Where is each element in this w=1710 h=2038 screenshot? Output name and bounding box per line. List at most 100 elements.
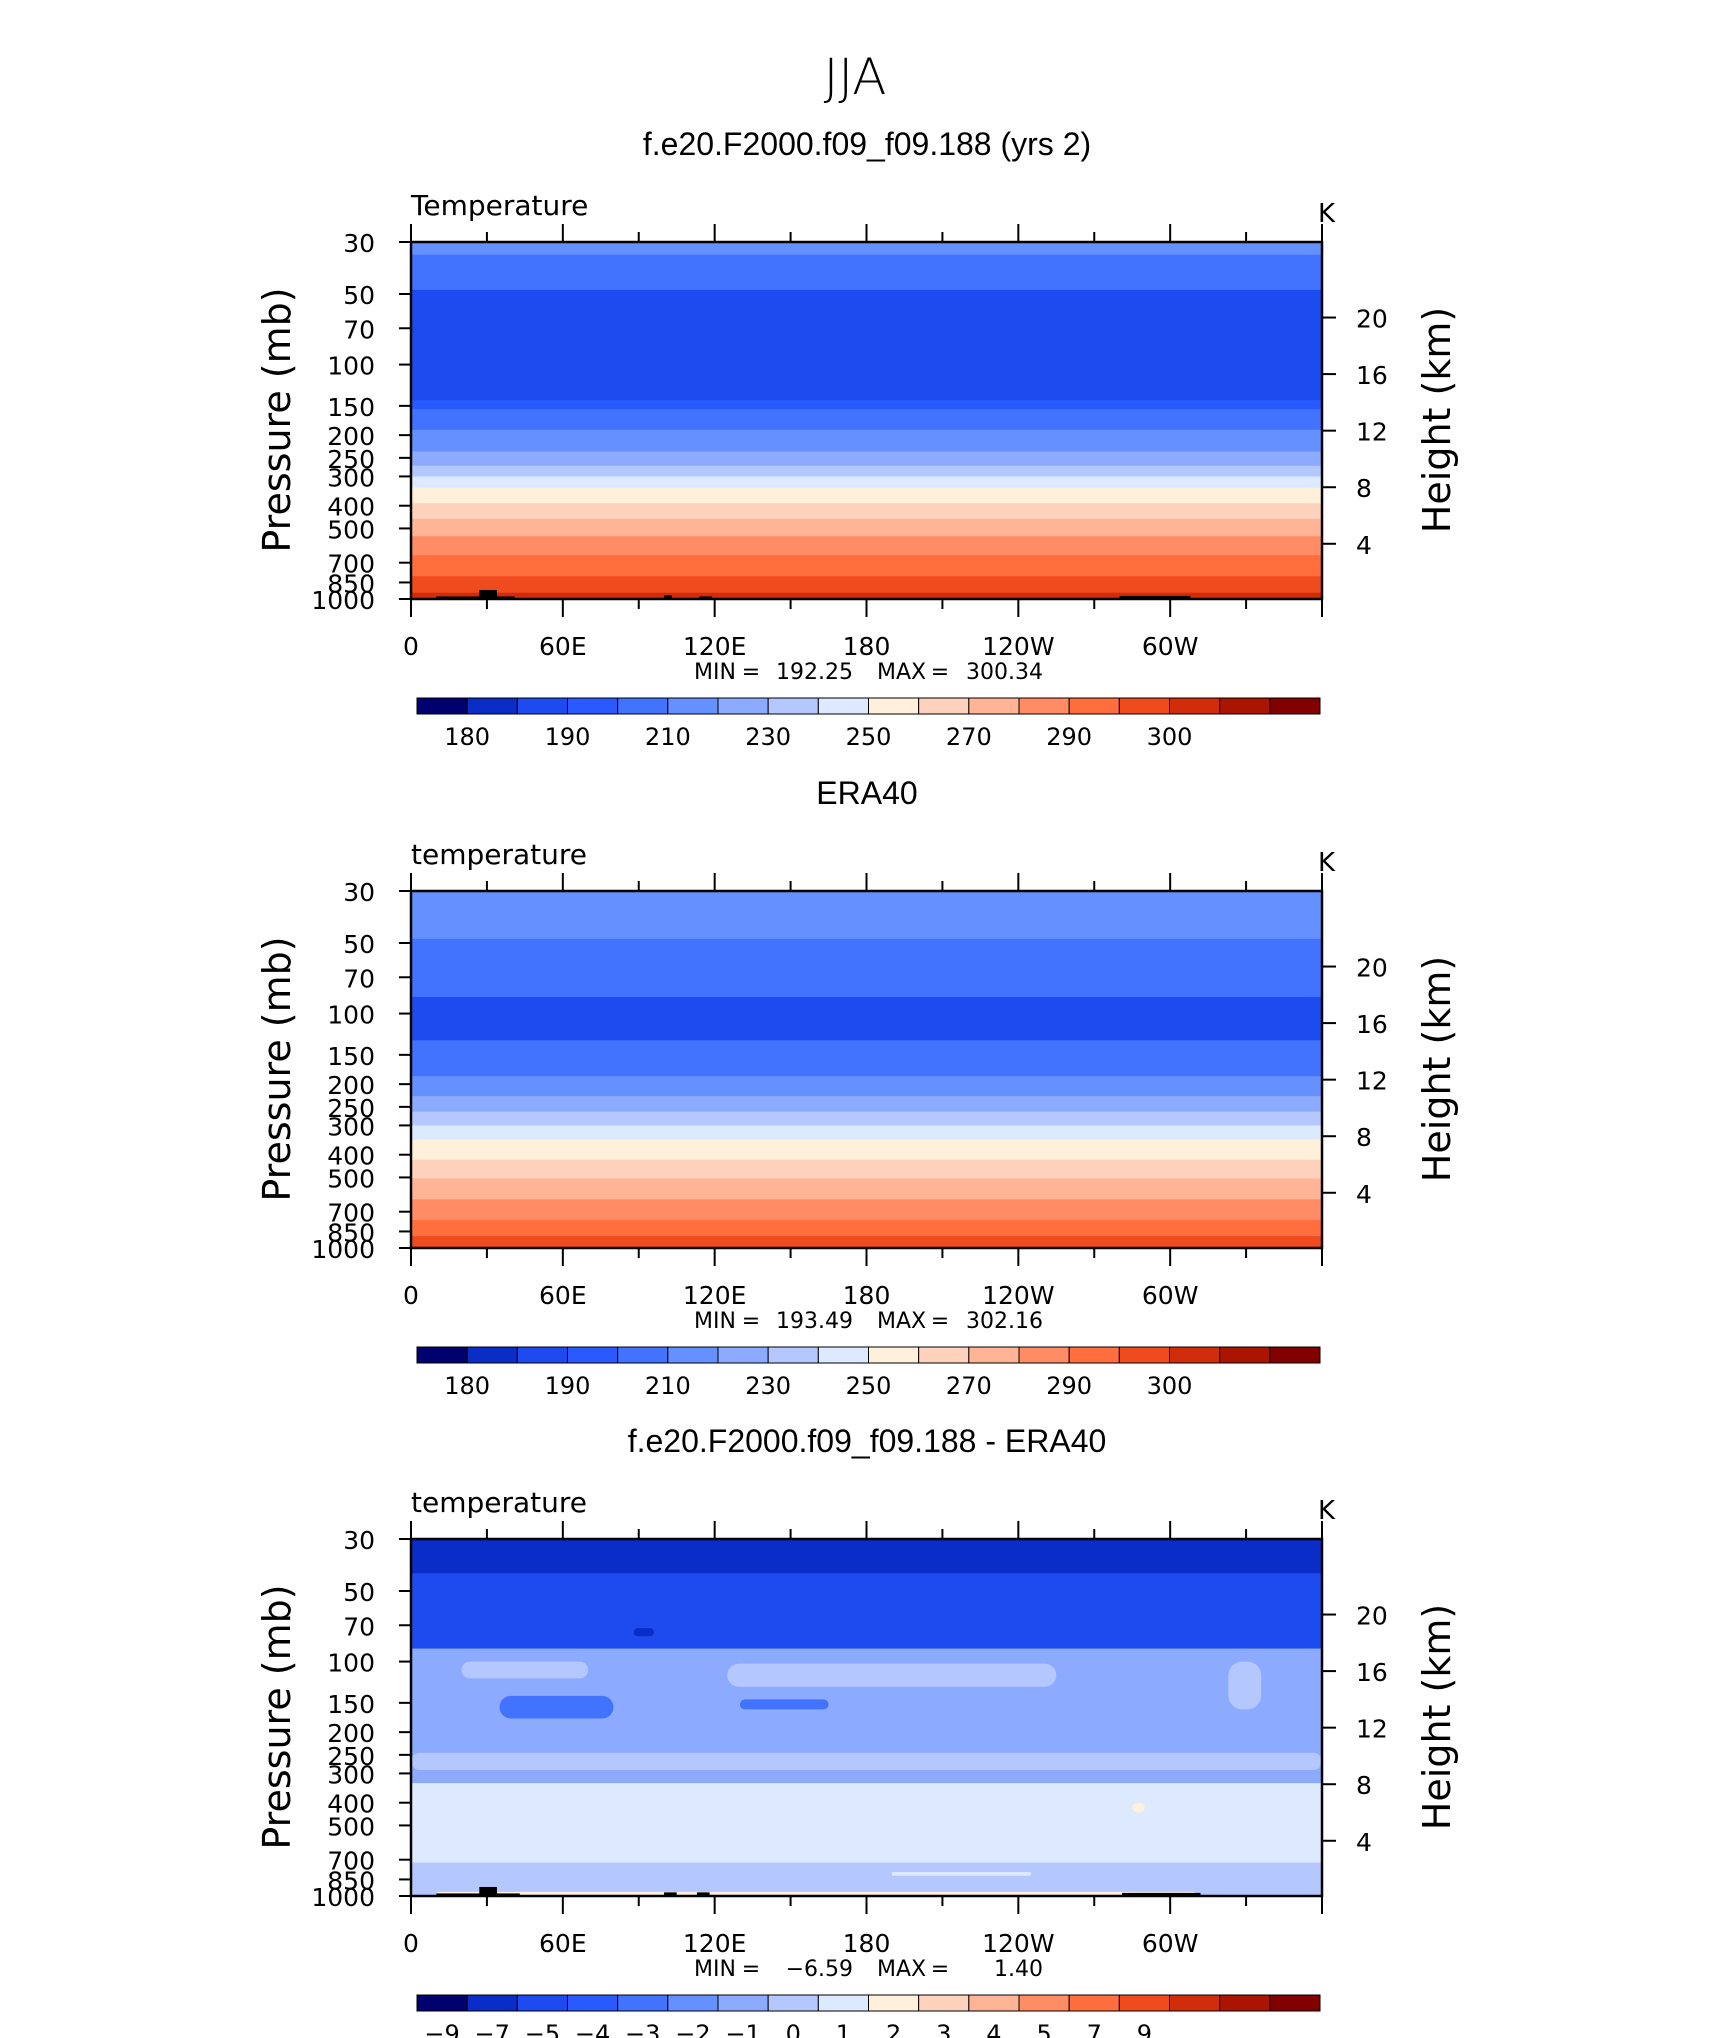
height-tick-label: 4 [1356,531,1372,560]
contour-band [411,503,1322,520]
contour-region [461,1661,589,1679]
stat-min-label: MIN [694,660,736,685]
pressure-tick-label: 500 [327,515,375,544]
contour-band [411,1125,1322,1141]
contour-band [411,1199,1322,1221]
stat-min-label: MIN [694,1957,736,1982]
lon-tick-label: 180 [843,632,891,661]
contour-region [1228,1661,1262,1710]
colorbar-swatch [1118,697,1171,715]
colorbar-swatch [617,697,669,715]
colorbar-label: 300 [1147,723,1193,751]
pressure-tick-label: 500 [327,1812,375,1841]
colorbar-swatch [717,697,769,715]
pressure-tick-label: 300 [327,1112,375,1141]
contour-band [411,451,1322,467]
colorbar-label: 270 [946,723,992,751]
colorbar-label: −4 [575,2020,610,2038]
colorbar: 180 190 210 230 250 270 290 300 [416,697,1321,751]
pressure-tick-label: 200 [327,1719,375,1748]
contour-region [499,1695,614,1719]
season-title: JJA [824,48,887,106]
y-axis-label-right: Height (km) [1415,1604,1459,1830]
contour-region [891,1872,1031,1876]
colorbar-label: 210 [645,723,691,751]
pressure-tick-label: 200 [327,422,375,451]
topography-mask [1119,595,1191,599]
pressure-tick-label: 50 [343,1578,375,1607]
contour-band [411,409,1322,431]
colorbar-swatch [516,697,568,715]
pressure-tick-label: 400 [327,1142,375,1171]
contour-band [411,518,1322,537]
lon-tick-label: 120E [683,1929,747,1958]
colorbar-swatch [466,1994,518,2012]
height-tick-label: 20 [1356,1602,1388,1631]
colorbar-swatch [1219,1994,1271,2012]
colorbar-swatch [868,1346,920,1364]
contour-region [727,1663,1057,1687]
colorbar-swatch [817,1346,869,1364]
topography-mask [479,589,498,599]
units-label: K [1318,199,1336,229]
colorbar-label: −9 [424,2020,459,2038]
height-tick-label: 12 [1356,418,1388,447]
colorbar-swatch [416,1994,468,2012]
stat-equals: = [742,1957,760,1982]
pressure-tick-label: 250 [327,445,375,474]
variable-label: temperature [411,1486,587,1519]
colorbar-label: 9 [1137,2020,1152,2038]
contour-band [411,1096,1322,1113]
colorbar-swatch [1068,1994,1120,2012]
height-tick-label: 4 [1356,1180,1372,1209]
contour-band [411,1178,1322,1200]
colorbar-label: −1 [725,2020,760,2038]
topography-mask [664,1892,677,1896]
pressure-tick-label: 1000 [311,586,375,615]
colorbar-swatch [617,1994,669,2012]
contour-band [411,1111,1322,1126]
topography-mask [1122,1892,1201,1896]
height-tick-label: 8 [1356,1123,1372,1152]
pressure-tick-label: 700 [327,1847,375,1876]
colorbar-swatch [1169,1994,1221,2012]
variable-label: Temperature [410,189,588,222]
pressure-tick-label: 400 [327,493,375,522]
stat-min-value: 193.49 [776,1309,853,1334]
contour-band [411,1220,1322,1237]
contour-band [411,242,1322,256]
colorbar-swatch [868,697,920,715]
colorbar-swatch [1068,1346,1120,1364]
colorbar-swatch [918,1346,970,1364]
colorbar-swatch [567,697,619,715]
colorbar-swatch [567,1346,619,1364]
y-axis-label-left: Pressure (mb) [255,1584,299,1849]
contour-band [411,555,1322,577]
pressure-tick-label: 150 [327,393,375,422]
colorbar-label: 270 [946,1372,992,1400]
contour-band [411,536,1322,556]
y-axis-label-right: Height (km) [1415,307,1459,533]
colorbar: 180 190 210 230 250 270 290 300 [416,1346,1321,1400]
colorbar-label: 210 [645,1372,691,1400]
pressure-tick-label: 150 [327,1042,375,1071]
colorbar-swatch [817,697,869,715]
colorbar-label: 7 [1087,2020,1102,2038]
colorbar-swatch [617,1346,669,1364]
stat-max-value: 302.16 [966,1309,1043,1334]
pressure-tick-label: 700 [327,1199,375,1228]
colorbar-label: 2 [886,2020,901,2038]
colorbar-swatch [516,1346,568,1364]
pressure-tick-label: 30 [343,229,375,258]
pressure-tick-label: 50 [343,281,375,310]
contour-band [411,592,1322,600]
colorbar-label: 190 [545,1372,591,1400]
pressure-tick-label: 30 [343,878,375,907]
contour-region [1132,1802,1145,1813]
contour-band [411,1076,1322,1097]
lon-tick-label: 120E [683,1281,747,1310]
colorbar-label: 4 [986,2020,1001,2038]
height-tick-label: 8 [1356,1771,1372,1800]
